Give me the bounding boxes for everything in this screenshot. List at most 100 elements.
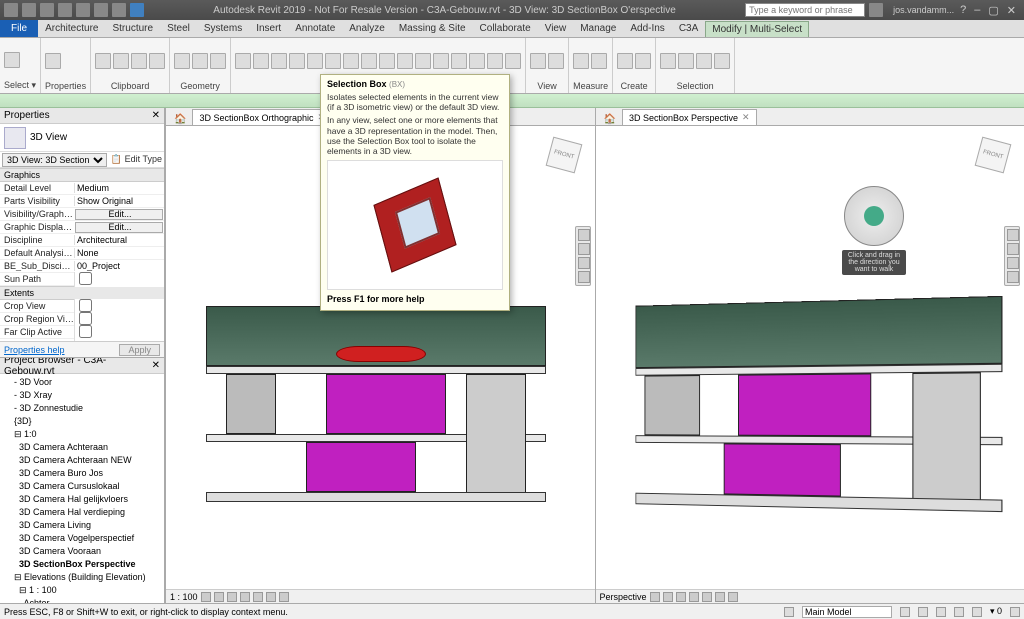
tree-item[interactable]: 3D Camera Vooraan	[14, 545, 162, 558]
qat-print-icon[interactable]	[94, 3, 108, 17]
tool-k[interactable]	[415, 53, 431, 69]
select-pinned-icon[interactable]	[936, 607, 946, 617]
tree-item[interactable]: ⊟ 1:0	[14, 428, 162, 441]
prop-section-header[interactable]: Graphics	[0, 168, 164, 182]
ribbon-tab-massing-site[interactable]: Massing & Site	[392, 20, 473, 37]
tree-item[interactable]: 3D Camera Achteraan NEW	[14, 454, 162, 467]
ribbon-tab-manage[interactable]: Manage	[573, 20, 623, 37]
prop-value[interactable]	[74, 325, 164, 340]
viewcube[interactable]: FRONT	[543, 134, 587, 178]
hide-isolate-icon[interactable]	[715, 592, 725, 602]
tool-v1[interactable]	[530, 53, 546, 69]
tool-b[interactable]	[253, 53, 269, 69]
view-tab[interactable]: 3D SectionBox Perspective✕	[622, 109, 757, 125]
ribbon-tab-insert[interactable]: Insert	[249, 20, 288, 37]
navigation-bar[interactable]	[575, 226, 591, 286]
shadows-icon[interactable]	[689, 592, 699, 602]
tool-copy[interactable]	[113, 53, 129, 69]
tool-save[interactable]	[678, 53, 694, 69]
hide-isolate-icon[interactable]	[266, 592, 276, 602]
tool-filter[interactable]	[660, 53, 676, 69]
ribbon-tab-file[interactable]: File	[0, 20, 38, 37]
user-account[interactable]: jos.vandamm...	[887, 5, 960, 15]
tool-m[interactable]	[451, 53, 467, 69]
workset-combo[interactable]	[802, 606, 892, 618]
type-selector[interactable]: 3D View	[0, 124, 164, 152]
ribbon-tab-modify-multi-select[interactable]: Modify | Multi-Select	[705, 21, 809, 37]
sun-path-icon[interactable]	[676, 592, 686, 602]
tree-item[interactable]: ⊟ 1 : 100	[14, 584, 162, 597]
tree-item[interactable]: 3D Camera Achteraan	[14, 441, 162, 454]
ribbon-tab-collaborate[interactable]: Collaborate	[473, 20, 538, 37]
select-face-icon[interactable]	[954, 607, 964, 617]
tool-paste[interactable]	[95, 53, 111, 69]
tab-close-icon[interactable]: ✕	[742, 112, 750, 123]
tool-e[interactable]	[307, 53, 323, 69]
close-icon[interactable]: ✕	[152, 360, 160, 371]
tool-j[interactable]	[397, 53, 413, 69]
tool-i[interactable]	[379, 53, 395, 69]
tree-item[interactable]: 3D Camera Buro Jos	[14, 467, 162, 480]
filter-icon[interactable]	[1010, 607, 1020, 617]
tree-item[interactable]: - 3D Zonnestudie	[14, 402, 162, 415]
tree-item[interactable]: 3D Camera Hal verdieping	[14, 506, 162, 519]
tool-c2[interactable]	[635, 53, 651, 69]
prop-value[interactable]: Edit...	[75, 209, 163, 220]
tool-properties[interactable]	[45, 53, 61, 69]
visual-style-icon[interactable]	[663, 592, 673, 602]
prop-value[interactable]: None	[74, 248, 164, 258]
ribbon-tab-analyze[interactable]: Analyze	[342, 20, 392, 37]
ribbon-tab-view[interactable]: View	[538, 20, 574, 37]
view-tab[interactable]: 3D SectionBox Orthographic✕	[192, 109, 332, 125]
home-icon[interactable]: 🏠	[170, 114, 190, 125]
edit-type-button[interactable]: 📋 Edit Type	[111, 154, 162, 165]
tool-edit[interactable]	[714, 53, 730, 69]
help-search-input[interactable]	[745, 3, 865, 17]
tree-item[interactable]: 3D Camera Vogelperspectief	[14, 532, 162, 545]
tool-a[interactable]	[235, 53, 251, 69]
prop-value[interactable]: Medium	[74, 183, 164, 193]
tool-m2[interactable]	[591, 53, 607, 69]
apply-button[interactable]: Apply	[119, 344, 160, 356]
tree-item[interactable]: 3D Camera Cursuslokaal	[14, 480, 162, 493]
maximize-button[interactable]: ▢	[988, 4, 998, 17]
tree-item[interactable]: {3D}	[14, 415, 162, 428]
search-icon[interactable]	[869, 3, 883, 17]
tool-modify[interactable]	[4, 52, 20, 68]
tool-m1[interactable]	[573, 53, 589, 69]
tool-cope[interactable]	[174, 53, 190, 69]
qat-save-icon[interactable]	[40, 3, 54, 17]
select-links-icon[interactable]	[918, 607, 928, 617]
prop-value[interactable]: Architectural	[74, 235, 164, 245]
tool-join[interactable]	[149, 53, 165, 69]
home-icon[interactable]: 🏠	[600, 114, 620, 125]
tree-item[interactable]: - 3D Voor	[14, 376, 162, 389]
tool-cut[interactable]	[131, 53, 147, 69]
ribbon-tab-c-a[interactable]: C3A	[672, 20, 705, 37]
tool-cut[interactable]	[192, 53, 208, 69]
tool-h[interactable]	[361, 53, 377, 69]
tool-c1[interactable]	[617, 53, 633, 69]
tool-load[interactable]	[696, 53, 712, 69]
close-button[interactable]: ✕	[1007, 4, 1016, 17]
qat-measure-icon[interactable]	[112, 3, 126, 17]
steering-wheel[interactable]	[844, 186, 904, 246]
worksets-icon[interactable]	[784, 607, 794, 617]
ribbon-tab-architecture[interactable]: Architecture	[38, 20, 105, 37]
qat-redo-icon[interactable]	[76, 3, 90, 17]
tool-join[interactable]	[210, 53, 226, 69]
detail-level-icon[interactable]	[201, 592, 211, 602]
view-scale[interactable]: Perspective	[600, 592, 647, 602]
tree-item[interactable]: 3D Camera Hal gelijkvloers	[14, 493, 162, 506]
editable-only-icon[interactable]	[900, 607, 910, 617]
prop-value[interactable]: Edit...	[75, 222, 163, 233]
viewcube[interactable]: FRONT	[972, 134, 1016, 178]
close-icon[interactable]: ✕	[152, 110, 160, 121]
tool-g[interactable]	[343, 53, 359, 69]
tool-v2[interactable]	[548, 53, 564, 69]
tool-c[interactable]	[271, 53, 287, 69]
help-icon[interactable]: ?	[960, 4, 966, 17]
ribbon-tab-systems[interactable]: Systems	[197, 20, 249, 37]
navigation-bar[interactable]	[1004, 226, 1020, 286]
qat-undo-icon[interactable]	[58, 3, 72, 17]
